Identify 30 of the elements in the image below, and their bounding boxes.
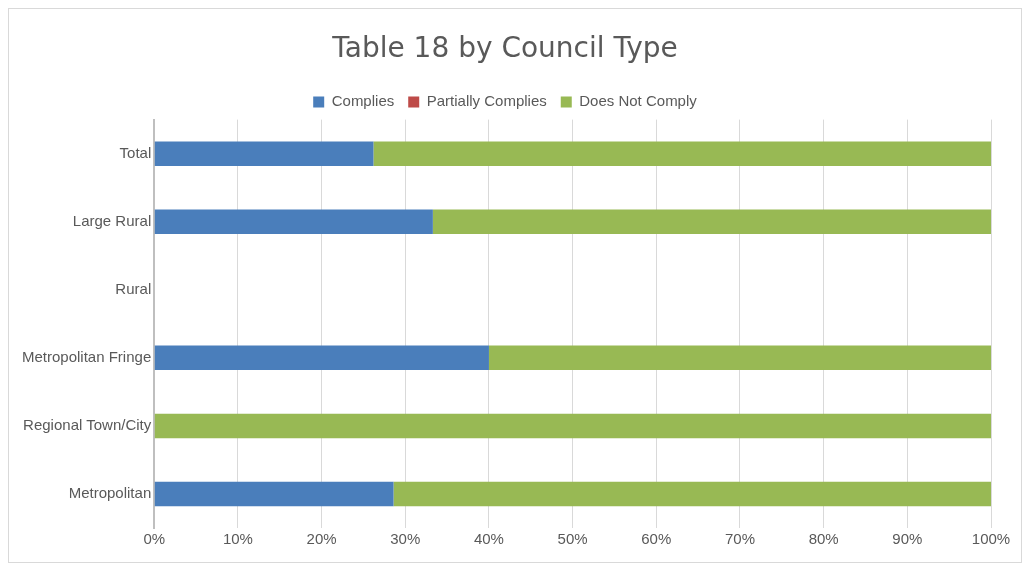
- legend-label: Partially Complies: [426, 92, 547, 110]
- y-tick-label: Regional Town/City: [23, 416, 152, 434]
- x-tick-label: 80%: [808, 530, 839, 548]
- y-tick-label: Large Rural: [72, 211, 152, 229]
- bar: [154, 481, 394, 507]
- legend-label: Does Not Comply: [579, 92, 698, 110]
- bar: [154, 141, 374, 166]
- bar: [154, 345, 489, 371]
- x-tick-label: 30%: [390, 530, 421, 548]
- x-tick-label: 50%: [557, 530, 588, 548]
- x-tick-label: 90%: [892, 530, 923, 548]
- x-tick-label: 60%: [641, 530, 672, 548]
- bar: [373, 141, 991, 166]
- y-tick-label: Total: [119, 143, 152, 161]
- y-tick-label: Rural: [115, 279, 152, 297]
- chart-title: Table 18 by Council Type: [331, 31, 678, 65]
- bar: [393, 481, 991, 507]
- x-tick-label: 10%: [222, 530, 253, 548]
- x-tick-label: 100%: [971, 530, 1011, 548]
- bar: [488, 345, 991, 371]
- x-tick-label: 70%: [724, 530, 755, 548]
- y-tick-label: Metropolitan Fringe: [21, 347, 152, 365]
- bar: [154, 413, 991, 439]
- bar: [432, 209, 991, 234]
- y-tick-label: Metropolitan: [68, 484, 152, 502]
- x-tick-label: 20%: [306, 530, 337, 548]
- x-tick-label: 0%: [143, 530, 166, 548]
- legend-label: Complies: [331, 92, 395, 110]
- x-tick-label: 40%: [473, 530, 504, 548]
- bar: [154, 209, 433, 234]
